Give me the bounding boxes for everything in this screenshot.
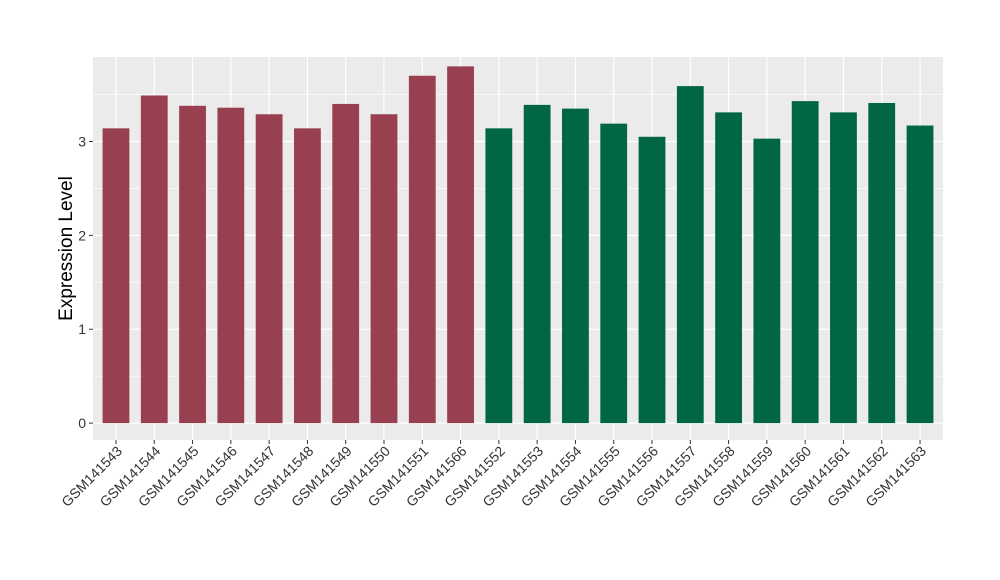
y-tick-label: 1 (78, 321, 86, 337)
y-tick-label: 0 (78, 415, 86, 431)
bar-GSM141551 (408, 75, 436, 424)
bar-GSM141556 (638, 136, 666, 424)
bar-GSM141554 (562, 108, 589, 424)
bar-GSM141550 (370, 114, 398, 424)
y-axis-title: Expression Level (56, 176, 77, 321)
y-tick-label: 3 (78, 133, 86, 149)
bar-GSM141545 (179, 105, 206, 424)
bar-GSM141560 (791, 101, 819, 424)
bar-GSM141559 (753, 138, 781, 424)
bars (102, 66, 934, 424)
x-axis: GSM141543GSM141544GSM141545GSM141546GSM1… (58, 440, 929, 510)
bar-GSM141561 (830, 112, 857, 424)
y-axis: 0 1 2 3 (78, 133, 93, 431)
bar-GSM141558 (715, 112, 742, 424)
bar-GSM141546 (217, 107, 245, 424)
bar-GSM141566 (447, 66, 474, 424)
bar-GSM141555 (600, 123, 628, 424)
bar-GSM141552 (485, 128, 513, 424)
bar-GSM141563 (906, 125, 934, 424)
y-tick-label: 2 (78, 227, 86, 243)
bar-GSM141549 (332, 103, 360, 424)
bar-GSM141557 (676, 86, 704, 424)
bar-GSM141543 (102, 128, 130, 424)
bar-GSM141544 (140, 95, 168, 424)
bar-GSM141562 (868, 102, 896, 424)
bar-GSM141548 (294, 128, 321, 424)
bar-GSM141553 (523, 104, 551, 424)
bar-GSM141547 (255, 114, 283, 424)
